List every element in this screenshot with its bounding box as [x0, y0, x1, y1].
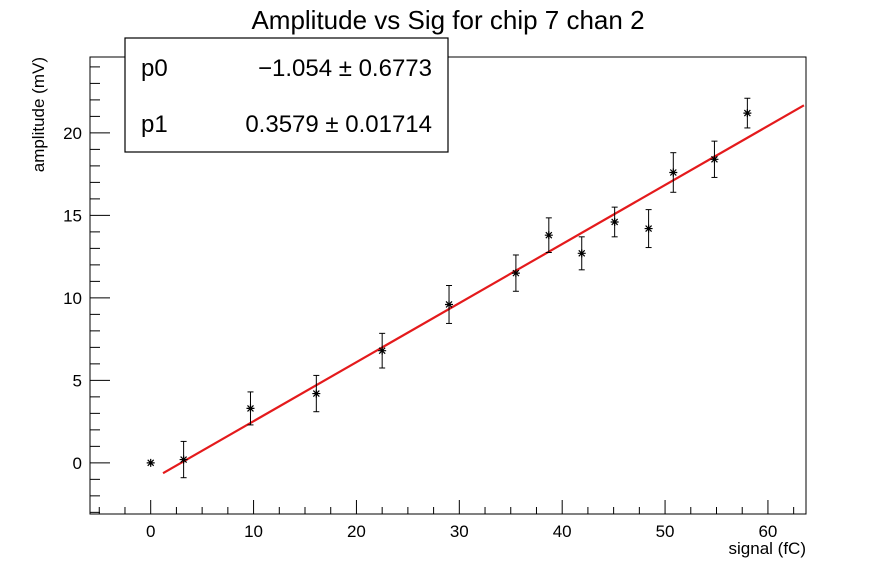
asterisk-marker [378, 346, 387, 355]
data-point [644, 209, 653, 249]
data-point [610, 206, 619, 238]
data-point [577, 236, 586, 271]
y-ticks [90, 66, 110, 513]
data-point [146, 458, 155, 467]
stats-param-name: p1 [141, 111, 168, 138]
asterisk-marker [610, 217, 619, 226]
asterisk-marker [312, 389, 321, 398]
y-axis-label: amplitude (mV) [29, 57, 48, 172]
x-tick-label: 60 [758, 522, 777, 541]
asterisk-marker [146, 458, 155, 467]
data-point [710, 140, 719, 178]
data-point [743, 97, 752, 129]
asterisk-marker [710, 155, 719, 164]
data-point [378, 332, 387, 369]
x-tick-label: 0 [146, 522, 155, 541]
asterisk-marker [577, 249, 586, 258]
stats-param-name: p0 [141, 55, 168, 82]
asterisk-marker [511, 269, 520, 278]
data-point [511, 254, 520, 292]
y-tick-labels: 0 5 10 15 20 [63, 124, 82, 473]
y-tick-label: 15 [63, 206, 82, 225]
data-point [246, 391, 255, 426]
x-tick-label: 50 [656, 522, 675, 541]
asterisk-marker [544, 231, 553, 240]
stats-param-value: 0.3579 ± 0.01714 [245, 111, 432, 138]
y-tick-label: 10 [63, 289, 82, 308]
data-point [544, 217, 553, 254]
asterisk-marker [669, 168, 678, 177]
x-tick-label: 10 [244, 522, 263, 541]
asterisk-marker [743, 109, 752, 118]
x-axis-label: signal (fC) [729, 539, 806, 558]
stats-param-value: −1.054 ± 0.6773 [258, 55, 432, 82]
y-tick-label: 5 [73, 371, 82, 390]
x-ticks [98, 500, 795, 514]
fit-stats-box: p0 −1.054 ± 0.6773 p1 0.3579 ± 0.01714 [124, 37, 449, 153]
stats-box-frame [124, 37, 449, 153]
data-point [669, 152, 678, 193]
data-point [445, 285, 454, 324]
data-point [312, 374, 321, 413]
data-points-layer [146, 97, 752, 479]
x-tick-label: 20 [347, 522, 366, 541]
y-tick-label: 0 [73, 454, 82, 473]
asterisk-marker [179, 455, 188, 464]
x-tick-label: 30 [450, 522, 469, 541]
fit-line-layer [162, 104, 805, 475]
x-tick-labels: 0 10 20 30 40 50 60 [146, 522, 777, 541]
asterisk-marker [445, 300, 454, 309]
asterisk-marker [246, 404, 255, 413]
data-point [179, 440, 188, 479]
y-tick-label: 20 [63, 124, 82, 143]
asterisk-marker [644, 224, 653, 233]
chart-title: Amplitude vs Sig for chip 7 chan 2 [251, 5, 644, 35]
fit-line [162, 104, 805, 475]
x-tick-label: 40 [553, 522, 572, 541]
